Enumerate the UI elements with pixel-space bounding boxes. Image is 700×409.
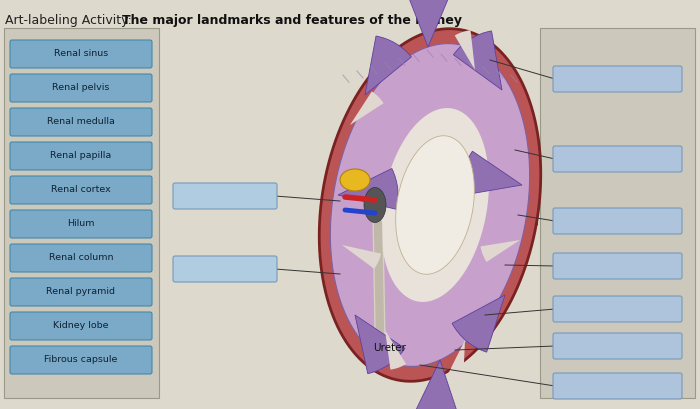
Text: Renal pyramid: Renal pyramid xyxy=(46,288,116,297)
FancyBboxPatch shape xyxy=(4,28,159,398)
Text: Renal medulla: Renal medulla xyxy=(47,117,115,126)
Polygon shape xyxy=(381,108,489,302)
Wedge shape xyxy=(454,31,502,90)
Text: Renal pelvis: Renal pelvis xyxy=(52,83,110,92)
Wedge shape xyxy=(350,92,384,125)
Wedge shape xyxy=(355,315,405,374)
Text: Renal sinus: Renal sinus xyxy=(54,49,108,58)
Wedge shape xyxy=(406,0,452,47)
Text: Art-labeling Activity:: Art-labeling Activity: xyxy=(5,14,136,27)
Polygon shape xyxy=(319,29,541,381)
FancyBboxPatch shape xyxy=(10,108,152,136)
FancyBboxPatch shape xyxy=(10,278,152,306)
Wedge shape xyxy=(455,30,475,70)
Text: The major landmarks and features of the kidney: The major landmarks and features of the … xyxy=(122,14,462,27)
FancyBboxPatch shape xyxy=(553,146,682,172)
Text: Renal cortex: Renal cortex xyxy=(51,186,111,195)
FancyBboxPatch shape xyxy=(10,142,152,170)
Wedge shape xyxy=(452,295,505,352)
FancyBboxPatch shape xyxy=(173,183,277,209)
FancyBboxPatch shape xyxy=(553,66,682,92)
FancyBboxPatch shape xyxy=(553,296,682,322)
Ellipse shape xyxy=(364,187,386,222)
FancyBboxPatch shape xyxy=(10,210,152,238)
Text: Renal column: Renal column xyxy=(49,254,113,263)
FancyBboxPatch shape xyxy=(10,74,152,102)
Polygon shape xyxy=(395,136,475,274)
FancyBboxPatch shape xyxy=(10,312,152,340)
FancyBboxPatch shape xyxy=(10,40,152,68)
Text: Hilum: Hilum xyxy=(67,220,94,229)
Wedge shape xyxy=(414,360,458,409)
FancyBboxPatch shape xyxy=(553,333,682,359)
FancyBboxPatch shape xyxy=(553,373,682,399)
Wedge shape xyxy=(338,169,398,209)
Wedge shape xyxy=(447,340,465,380)
Wedge shape xyxy=(385,330,406,370)
Text: Renal papilla: Renal papilla xyxy=(50,151,111,160)
FancyBboxPatch shape xyxy=(540,28,695,398)
FancyBboxPatch shape xyxy=(173,256,277,282)
Text: Kidney lobe: Kidney lobe xyxy=(53,321,108,330)
Ellipse shape xyxy=(340,169,370,191)
Wedge shape xyxy=(462,151,522,195)
Wedge shape xyxy=(342,245,381,269)
FancyBboxPatch shape xyxy=(10,244,152,272)
Wedge shape xyxy=(365,36,412,95)
Polygon shape xyxy=(330,44,530,366)
FancyBboxPatch shape xyxy=(553,208,682,234)
FancyBboxPatch shape xyxy=(10,346,152,374)
Text: Ureter: Ureter xyxy=(373,343,406,353)
FancyBboxPatch shape xyxy=(553,253,682,279)
FancyBboxPatch shape xyxy=(10,176,152,204)
Text: Fibrous capsule: Fibrous capsule xyxy=(44,355,118,364)
Wedge shape xyxy=(480,240,520,262)
